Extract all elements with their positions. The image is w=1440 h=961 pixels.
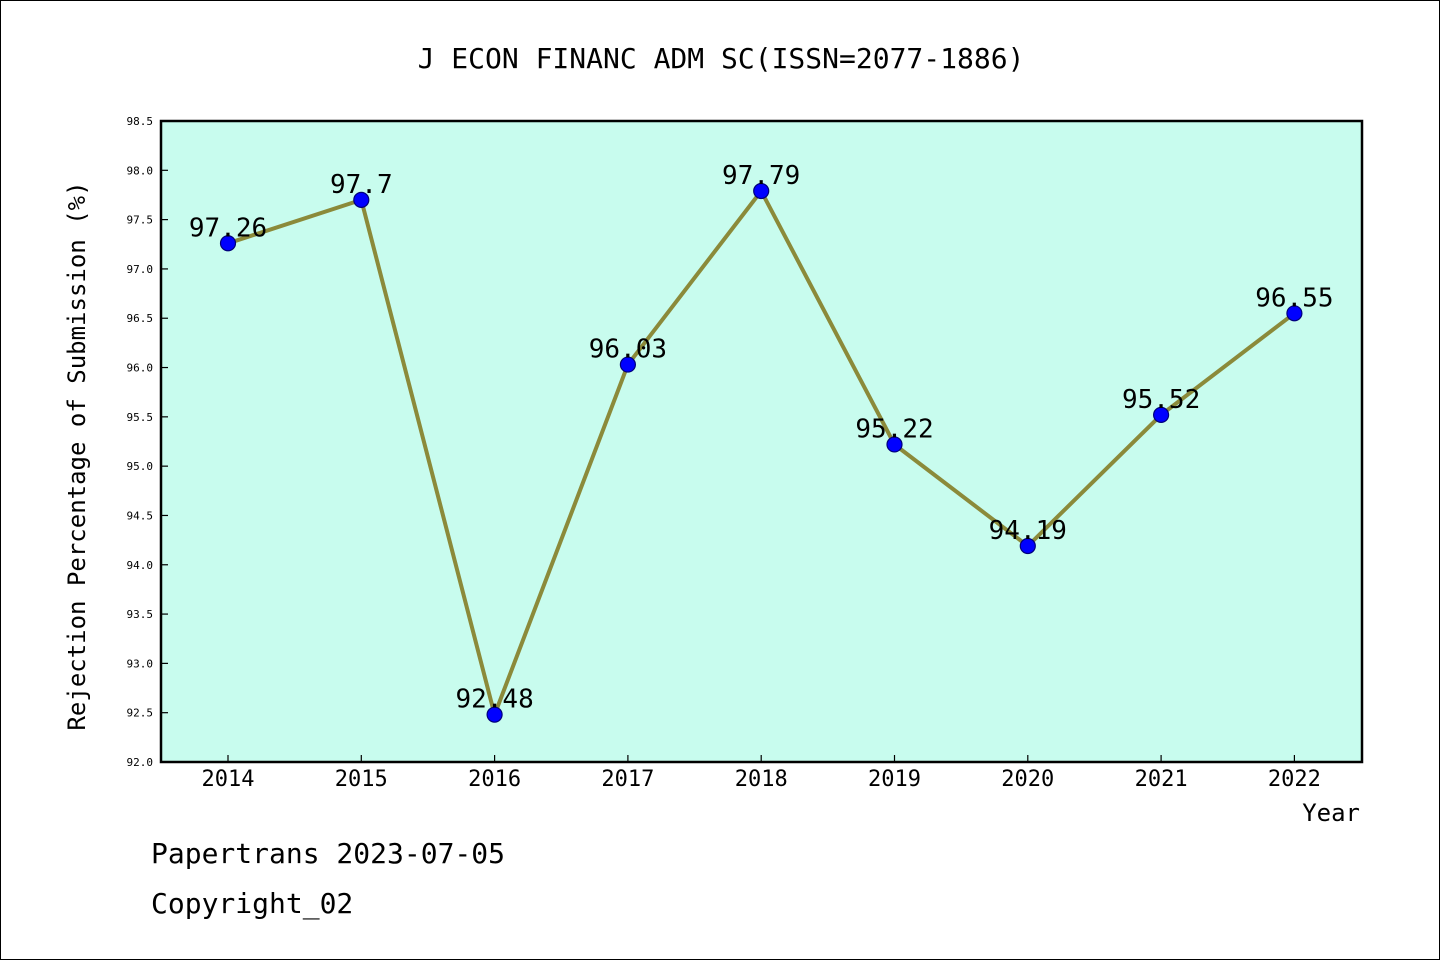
data-label: 97.26	[189, 213, 267, 243]
y-axis: 92.0 92.5 93.0 93.5 94.0 94.5 95.0 95.5 96.0 96.5…	[127, 115, 168, 769]
data-label: 96.03	[589, 335, 667, 365]
x-tick-label: 2020	[1001, 767, 1054, 792]
x-tick-label: 2016	[468, 767, 521, 792]
data-label: 94.19	[989, 516, 1067, 546]
y-tick-label: 97.0	[127, 263, 154, 276]
y-axis-label: Rejection Percentage of Submission (%)	[63, 181, 91, 730]
data-markers	[219, 182, 1303, 723]
data-point	[1152, 406, 1170, 423]
data-label: 97.7	[330, 170, 393, 200]
x-tick-label: 2014	[202, 767, 255, 792]
x-tick-label: 2017	[601, 767, 654, 792]
data-point	[219, 235, 237, 252]
y-tick-label: 93.5	[127, 608, 154, 621]
data-label: 95.22	[855, 414, 933, 444]
data-label: 97.79	[722, 161, 800, 191]
x-tick-label: 2015	[335, 767, 388, 792]
x-tick-label: 2018	[735, 767, 788, 792]
data-labels: 97.26 97.7 92.48 96.03 97.79 95.22 94.19 95.52 9…	[189, 161, 1334, 715]
footer-date: Papertrans 2023-07-05	[151, 837, 506, 870]
y-tick-label: 96.0	[127, 362, 154, 375]
y-tick-label: 97.5	[127, 214, 154, 227]
chart-title: J ECON FINANC ADM SC(ISSN=2077-1886)	[418, 42, 1025, 75]
x-axis: 2014 2015 2016 2017 2018 2019 2020 2021 2022	[202, 755, 1321, 792]
y-tick-label: 95.5	[127, 411, 154, 424]
y-tick-label: 94.0	[127, 559, 154, 572]
x-tick-label: 2019	[868, 767, 921, 792]
y-tick-label: 92.5	[127, 707, 154, 720]
data-point	[1019, 537, 1036, 555]
x-tick-label: 2022	[1268, 767, 1321, 792]
y-tick-label: 98.0	[127, 164, 154, 177]
data-label: 95.52	[1122, 385, 1200, 415]
y-tick-label: 92.0	[127, 756, 154, 769]
data-point	[886, 436, 903, 453]
y-tick-label: 98.5	[127, 115, 154, 128]
x-tick-label: 2021	[1135, 767, 1188, 792]
footer-copyright: Copyright_02	[151, 887, 354, 920]
y-tick-label: 94.5	[127, 509, 154, 522]
plot-area	[159, 119, 1364, 764]
data-label: 92.48	[455, 685, 533, 715]
data-point	[619, 356, 637, 373]
data-label: 96.55	[1255, 283, 1333, 313]
y-tick-label: 93.0	[127, 657, 154, 670]
y-tick-label: 96.5	[127, 312, 154, 325]
y-tick-label: 95.0	[127, 460, 154, 473]
data-point	[353, 191, 370, 208]
x-axis-label: Year	[1302, 799, 1360, 827]
data-point	[753, 182, 770, 200]
data-point	[486, 706, 503, 723]
data-point	[1286, 305, 1303, 322]
